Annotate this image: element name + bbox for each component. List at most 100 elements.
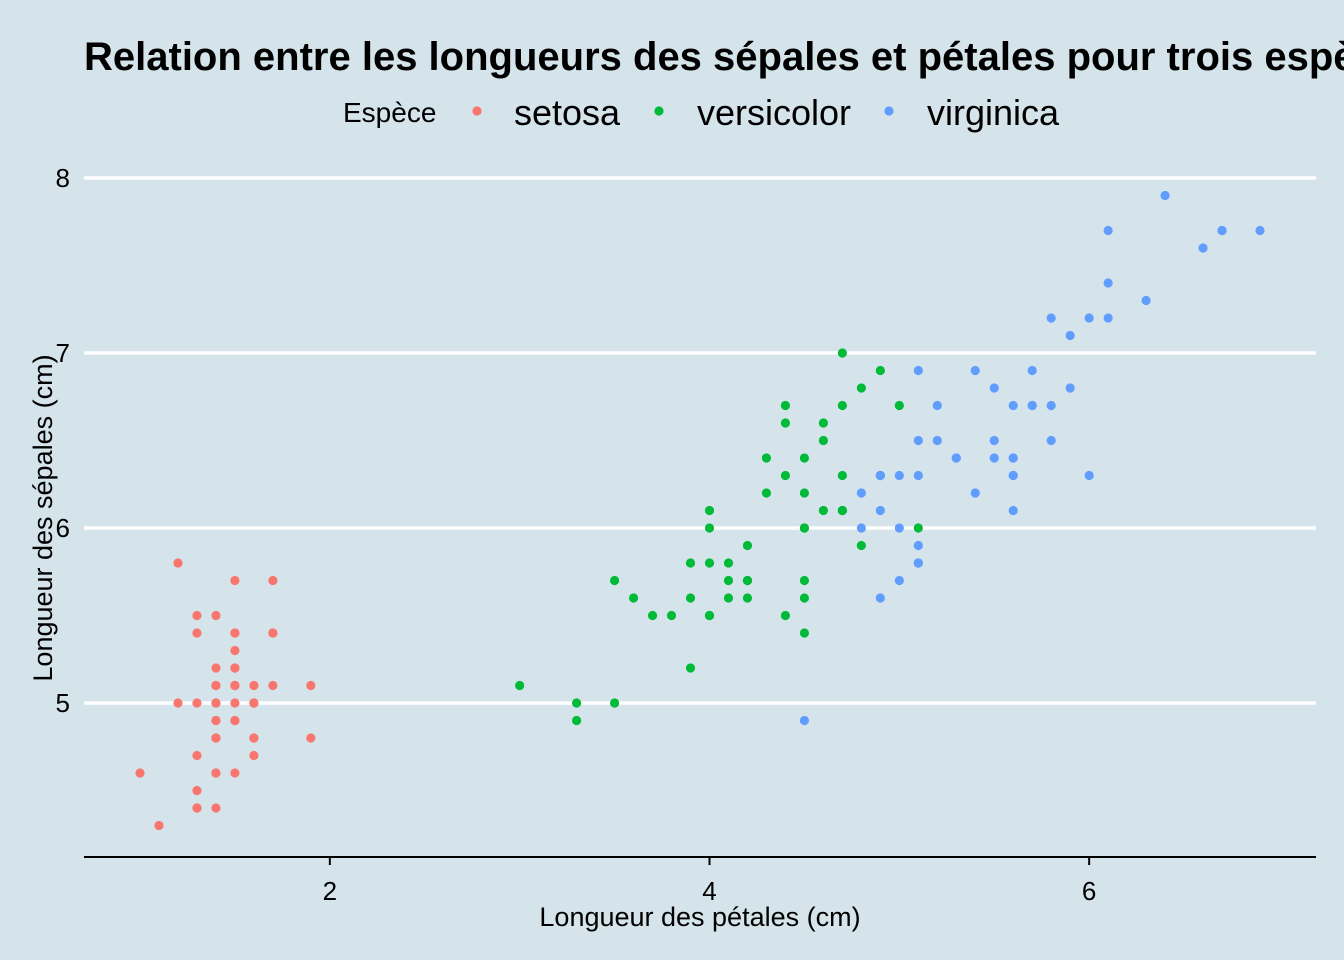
point-virginica: [1103, 278, 1113, 288]
point-versicolor: [799, 593, 810, 603]
legend-key-versicolor: [654, 106, 664, 116]
point-versicolor: [704, 610, 715, 621]
point-virginica: [1198, 243, 1208, 253]
point-setosa: [192, 750, 202, 761]
point-versicolor: [837, 400, 847, 411]
point-setosa: [211, 698, 221, 708]
point-virginica: [951, 453, 961, 463]
point-virginica: [1103, 225, 1113, 236]
point-versicolor: [723, 558, 734, 568]
point-virginica: [875, 470, 885, 481]
point-setosa: [192, 610, 202, 621]
point-virginica: [1046, 313, 1056, 323]
point-versicolor: [515, 680, 525, 691]
point-versicolor: [856, 540, 866, 551]
point-versicolor: [856, 383, 866, 393]
point-setosa: [211, 680, 221, 691]
point-versicolor: [799, 628, 810, 638]
point-virginica: [1255, 225, 1265, 236]
point-setosa: [211, 663, 221, 673]
point-setosa: [230, 680, 240, 691]
point-setosa: [230, 768, 240, 778]
point-setosa: [173, 698, 183, 708]
point-versicolor: [818, 418, 828, 428]
point-versicolor: [780, 470, 791, 481]
point-versicolor: [742, 540, 753, 551]
point-virginica: [894, 470, 904, 481]
point-versicolor: [837, 505, 847, 516]
point-versicolor: [704, 558, 715, 568]
point-versicolor: [628, 593, 639, 603]
point-versicolor: [837, 348, 847, 358]
point-virginica: [1008, 453, 1018, 463]
point-virginica: [913, 470, 923, 481]
point-versicolor: [837, 470, 847, 481]
point-versicolor: [875, 365, 885, 376]
point-virginica: [1084, 470, 1094, 481]
y-tick-label: 7: [56, 338, 70, 368]
point-versicolor: [818, 435, 828, 446]
point-setosa: [192, 803, 202, 813]
point-versicolor: [723, 575, 734, 586]
point-versicolor: [894, 400, 904, 411]
point-setosa: [230, 628, 240, 638]
point-virginica: [1046, 400, 1056, 411]
point-virginica: [856, 523, 866, 533]
point-versicolor: [723, 593, 734, 603]
point-virginica: [856, 488, 866, 498]
point-virginica: [970, 488, 980, 498]
point-setosa: [249, 750, 259, 761]
point-setosa: [230, 715, 240, 726]
x-axis-label: Longueur des pétales (cm): [539, 902, 860, 932]
point-setosa: [230, 663, 240, 673]
point-virginica: [913, 365, 923, 376]
point-versicolor: [742, 593, 753, 603]
x-tick-label: 4: [702, 876, 716, 906]
y-axis-ticks: 5 6 7 8: [56, 163, 70, 718]
x-tick-label: 6: [1082, 876, 1096, 906]
legend: Espèce setosa versicolor virginica: [343, 92, 1060, 133]
point-virginica: [894, 575, 904, 586]
point-setosa: [192, 698, 202, 708]
point-versicolor: [799, 488, 810, 498]
point-virginica: [1103, 313, 1113, 323]
point-virginica: [1141, 295, 1151, 306]
point-virginica: [875, 505, 885, 516]
point-virginica: [989, 435, 999, 446]
point-virginica: [1160, 190, 1170, 201]
point-setosa: [268, 575, 278, 586]
point-versicolor: [685, 663, 696, 673]
point-versicolor: [818, 505, 828, 516]
x-axis-ticks: 2 4 6: [323, 857, 1096, 906]
point-setosa: [230, 698, 240, 708]
point-versicolor: [742, 575, 753, 586]
point-versicolor: [609, 698, 620, 708]
point-versicolor: [572, 698, 582, 708]
legend-key-virginica: [884, 106, 894, 116]
point-setosa: [211, 803, 221, 813]
point-setosa: [211, 610, 221, 621]
point-setosa: [192, 785, 202, 796]
point-setosa: [306, 733, 316, 743]
point-virginica: [1008, 470, 1018, 481]
point-versicolor: [799, 523, 810, 533]
legend-title: Espèce: [343, 97, 436, 128]
point-virginica: [799, 715, 810, 726]
point-virginica: [932, 435, 942, 446]
point-setosa: [249, 680, 259, 691]
point-virginica: [1065, 383, 1075, 393]
point-versicolor: [609, 575, 620, 586]
legend-key-setosa: [472, 106, 482, 116]
point-virginica: [970, 365, 980, 376]
point-versicolor: [704, 505, 715, 516]
point-versicolor: [647, 610, 658, 621]
legend-label-virginica: virginica: [927, 92, 1060, 133]
point-versicolor: [685, 558, 696, 568]
point-virginica: [1046, 435, 1056, 446]
legend-label-versicolor: versicolor: [697, 92, 851, 133]
point-virginica: [1027, 365, 1037, 376]
chart-title: Relation entre les longueurs des sépales…: [84, 35, 1344, 79]
point-setosa: [135, 768, 145, 778]
